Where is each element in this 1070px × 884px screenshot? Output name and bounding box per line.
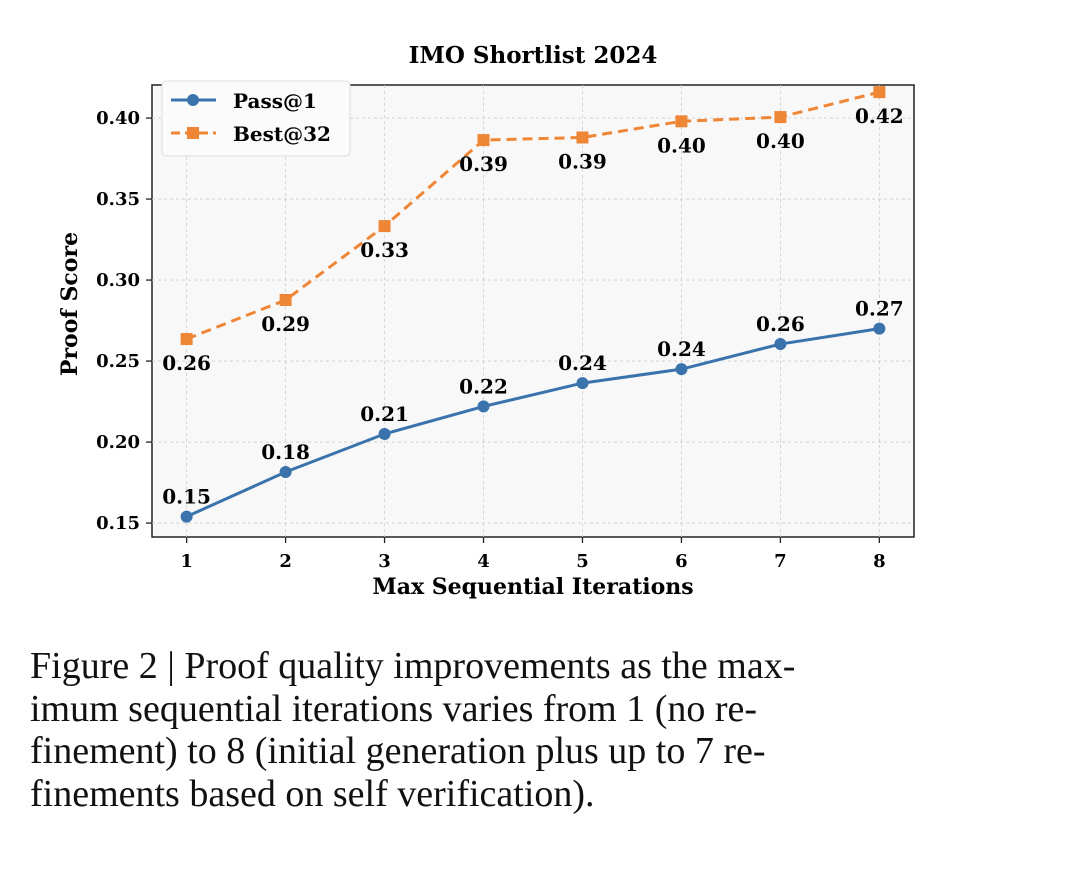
x-tick-label: 8 <box>873 551 886 572</box>
data-label-pass1: 0.15 <box>162 485 211 509</box>
data-point-best32 <box>180 333 193 346</box>
data-point-best32 <box>576 131 589 144</box>
caption-line: finements based on self verification). <box>30 772 595 815</box>
x-tick-label: 7 <box>774 551 787 572</box>
data-point-best32 <box>477 134 490 147</box>
data-label-best32: 0.33 <box>360 238 409 262</box>
y-tick-label: 0.30 <box>96 270 140 291</box>
data-label-pass1: 0.24 <box>657 337 706 361</box>
series-line-pass1 <box>186 327 880 518</box>
data-point-best32 <box>873 86 886 99</box>
x-tick-label: 6 <box>675 551 688 572</box>
data-point-pass1 <box>675 363 688 376</box>
x-tick-label: 4 <box>477 551 490 572</box>
y-axis-label: Proof Score <box>57 232 83 376</box>
x-tick-label: 5 <box>576 551 589 572</box>
data-label-best32: 0.26 <box>162 351 211 375</box>
data-label-best32: 0.40 <box>657 133 706 157</box>
data-point-pass1 <box>774 338 787 351</box>
data-point-pass1 <box>576 377 589 390</box>
data-label-pass1: 0.24 <box>558 351 607 375</box>
caption-line: imum sequential iterations varies from 1… <box>30 687 758 730</box>
figure-caption: Figure 2 | Proof quality improvements as… <box>30 645 795 815</box>
x-tick-label: 3 <box>378 551 391 572</box>
series-line-best32 <box>186 90 880 341</box>
caption-line: Figure 2 | Proof quality improvements as… <box>30 645 796 687</box>
legend-best32-label: Best@32 <box>233 122 331 146</box>
y-tick-label: 0.35 <box>96 189 140 210</box>
data-point-best32 <box>378 220 391 233</box>
caption-line: finement) to 8 (initial generation plus … <box>30 730 766 772</box>
chart-title: IMO Shortlist 2024 <box>409 42 658 69</box>
chart: IMO Shortlist 2024 1 2 3 4 5 6 7 8 0.15 0.20 0.25 0… <box>57 42 915 600</box>
data-label-pass1: 0.21 <box>360 402 409 426</box>
y-tick-label: 0.15 <box>96 513 140 534</box>
x-tick-label: 1 <box>180 551 193 572</box>
data-label-best32: 0.40 <box>756 129 805 153</box>
data-point-pass1 <box>279 466 292 479</box>
legend-pass1-label: Pass@1 <box>233 89 317 113</box>
y-tick-label: 0.40 <box>96 108 140 129</box>
data-point-best32 <box>279 293 292 306</box>
plot-area <box>151 84 915 538</box>
data-point-best32 <box>774 111 787 124</box>
data-point-pass1 <box>477 400 490 413</box>
data-label-best32: 0.39 <box>558 149 607 173</box>
legend-best32-marker <box>187 127 199 139</box>
data-label-pass1: 0.22 <box>459 374 508 398</box>
data-label-best32: 0.39 <box>459 152 508 176</box>
data-label-best32: 0.29 <box>261 312 310 336</box>
data-label-pass1: 0.26 <box>756 312 805 336</box>
x-axis-label: Max Sequential Iterations <box>372 574 693 600</box>
legend-pass1-marker <box>187 94 199 106</box>
data-label-pass1: 0.27 <box>855 297 904 321</box>
x-tick-label: 2 <box>279 551 292 572</box>
data-point-best32 <box>675 115 688 128</box>
legend: Pass@1 Best@32 <box>161 80 351 157</box>
data-label-best32: 0.42 <box>855 104 904 128</box>
data-label-pass1: 0.18 <box>261 440 310 464</box>
y-tick-label: 0.20 <box>96 432 140 453</box>
data-point-pass1 <box>378 427 391 440</box>
y-tick-label: 0.25 <box>96 351 140 372</box>
data-point-pass1 <box>180 510 193 523</box>
data-point-pass1 <box>873 322 886 335</box>
